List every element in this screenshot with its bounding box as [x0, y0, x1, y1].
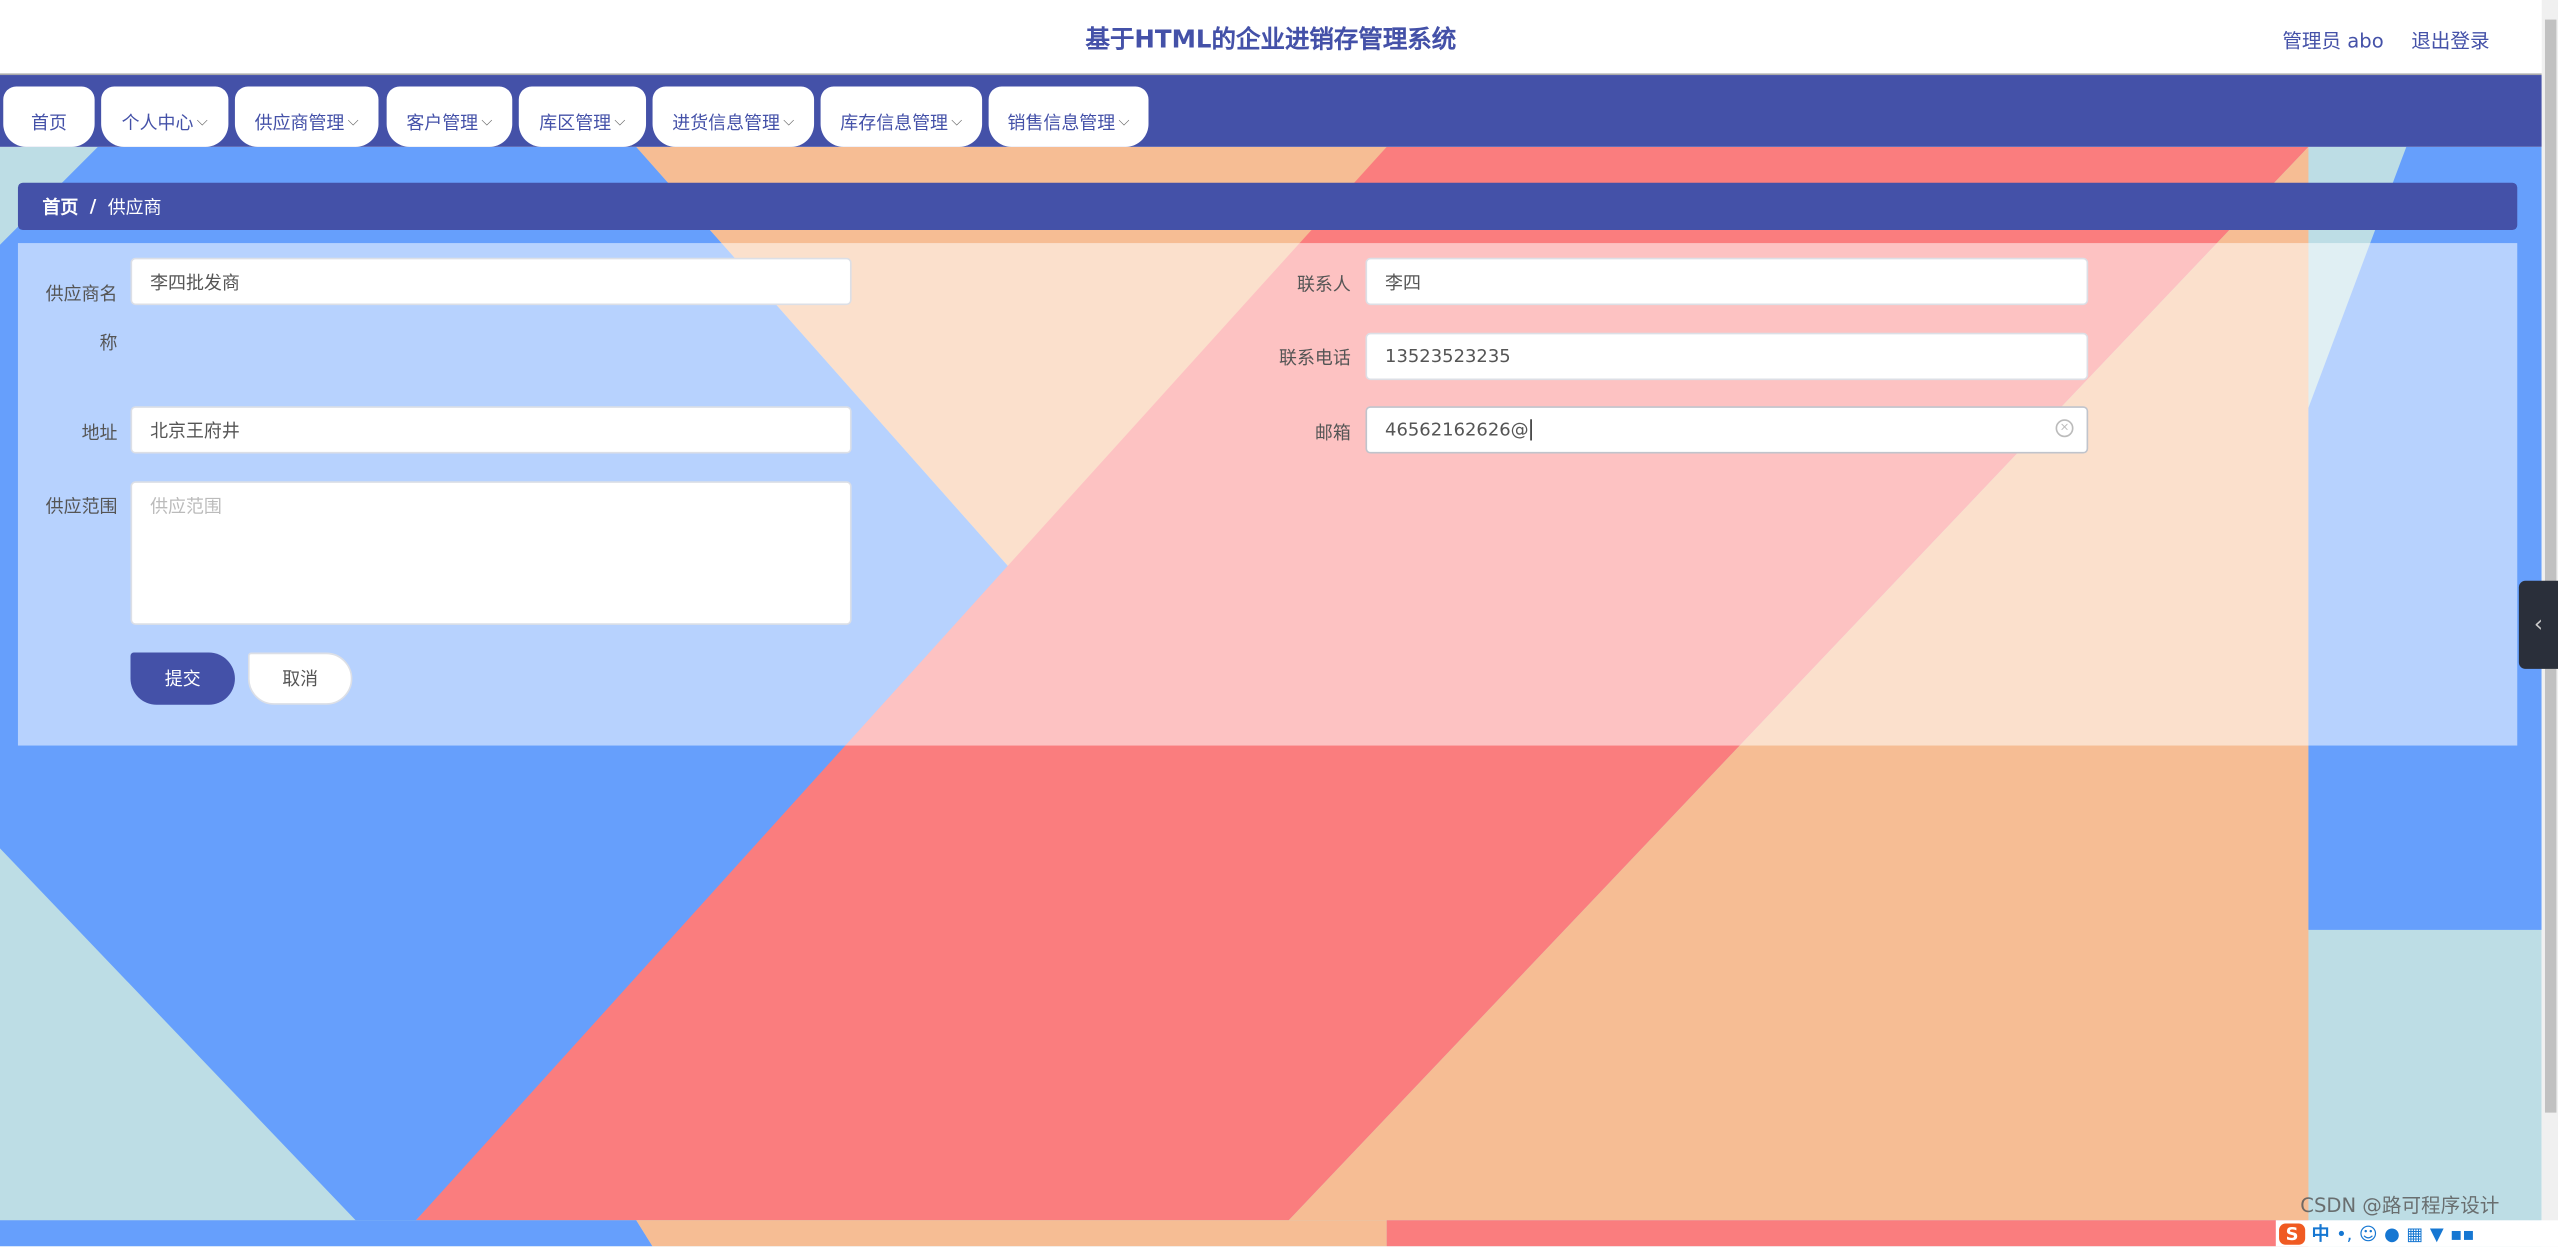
- contact-label: 联系人: [1296, 274, 1351, 296]
- clear-icon[interactable]: ×: [2055, 419, 2074, 438]
- punctuation-icon[interactable]: •,: [2336, 1222, 2353, 1244]
- chevron-left-icon: ‹: [2533, 611, 2544, 638]
- logout-link[interactable]: 退出登录: [2411, 29, 2490, 53]
- breadcrumb-separator: /: [89, 195, 97, 217]
- sogou-logo-icon[interactable]: S: [2279, 1222, 2306, 1244]
- bg-bottom-strip-blue: [0, 1220, 653, 1247]
- nav-tab-label: 首页: [30, 111, 67, 133]
- ime-toolbar: S 中 •, ☺ ● ▦ ▼ ▪▪: [2275, 1220, 2558, 1247]
- nav-tab-sales[interactable]: 销售信息管理 ⌵: [988, 86, 1149, 147]
- nav-tab-inventory[interactable]: 库存信息管理 ⌵: [820, 86, 983, 147]
- breadcrumb-current: 供应商: [107, 196, 162, 218]
- email-input[interactable]: 46562162626@ ×: [1365, 406, 2089, 454]
- submit-button[interactable]: 提交: [130, 652, 235, 705]
- emoji-icon[interactable]: ☺: [2358, 1222, 2378, 1244]
- current-user[interactable]: 管理员 abo: [2282, 29, 2384, 53]
- bg-bottom-strip-peach: [636, 1220, 1387, 1247]
- nav-tab-purchase[interactable]: 进货信息管理 ⌵: [652, 86, 815, 147]
- nav-tab-label: 库存信息管理: [840, 111, 948, 133]
- phone-input[interactable]: 13523523235: [1365, 332, 2089, 381]
- chevron-down-icon: ⌵: [614, 113, 626, 130]
- skin-icon[interactable]: ▼: [2429, 1222, 2444, 1244]
- supplier-name-label: 供应商名称: [45, 283, 118, 355]
- app-title: 基于HTML的企业进销存管理系统: [1085, 24, 1457, 54]
- supplier-name-input[interactable]: 李四批发商: [130, 257, 852, 306]
- scrollbar-thumb[interactable]: [2544, 19, 2557, 1113]
- nav-tab-label: 供应商管理: [254, 111, 345, 133]
- email-value: 46562162626@: [1385, 419, 1529, 441]
- nav-tab-label: 进货信息管理: [672, 111, 780, 133]
- nav-tab-supplier[interactable]: 供应商管理 ⌵: [234, 86, 379, 147]
- chevron-down-icon: ⌵: [951, 113, 963, 130]
- side-panel-toggle[interactable]: ‹: [2518, 580, 2558, 669]
- text-caret: [1530, 419, 1532, 441]
- address-label: 地址: [81, 422, 118, 444]
- email-label: 邮箱: [1314, 422, 1351, 444]
- nav-tab-home[interactable]: 首页: [3, 86, 95, 147]
- chevron-down-icon: ⌵: [347, 113, 359, 130]
- scope-label: 供应范围: [45, 495, 118, 518]
- nav-tab-personal[interactable]: 个人中心 ⌵: [101, 86, 229, 147]
- breadcrumb-home[interactable]: 首页: [42, 196, 79, 218]
- scope-textarea[interactable]: 供应范围: [130, 481, 852, 625]
- chevron-down-icon: ⌵: [1118, 113, 1130, 130]
- contact-input[interactable]: 李四: [1365, 257, 2089, 306]
- nav-tab-label: 客户管理: [406, 111, 479, 133]
- watermark: CSDN @路可程序设计: [2300, 1194, 2500, 1218]
- main-nav: 首页 个人中心 ⌵ 供应商管理 ⌵ 客户管理 ⌵ 库区管理 ⌵ 进货信息管理 ⌵ 库存信息…: [0, 75, 2542, 147]
- chevron-down-icon: ⌵: [481, 113, 493, 130]
- nav-tab-label: 库区管理: [539, 111, 612, 133]
- breadcrumb: 首页 / 供应商: [17, 182, 2518, 231]
- top-header: 基于HTML的企业进销存管理系统 管理员 abo 退出登录: [0, 0, 2542, 76]
- address-input[interactable]: 北京王府井: [130, 406, 852, 454]
- microphone-icon[interactable]: ●: [2384, 1222, 2400, 1244]
- chevron-down-icon: ⌵: [783, 113, 795, 130]
- nav-tab-label: 销售信息管理: [1007, 111, 1116, 133]
- toolbox-icon[interactable]: ▪▪: [2450, 1222, 2475, 1244]
- nav-tab-warehouse[interactable]: 库区管理 ⌵: [518, 86, 647, 147]
- nav-tab-label: 个人中心: [121, 111, 194, 133]
- ime-language-toggle[interactable]: 中: [2311, 1223, 2330, 1245]
- cancel-button[interactable]: 取消: [247, 652, 353, 705]
- chevron-down-icon: ⌵: [196, 113, 208, 130]
- keyboard-icon[interactable]: ▦: [2406, 1222, 2424, 1244]
- nav-tab-customer[interactable]: 客户管理 ⌵: [386, 86, 513, 147]
- bg-bottom-strip-salmon: [1386, 1220, 2309, 1247]
- phone-label: 联系电话: [1279, 347, 1351, 369]
